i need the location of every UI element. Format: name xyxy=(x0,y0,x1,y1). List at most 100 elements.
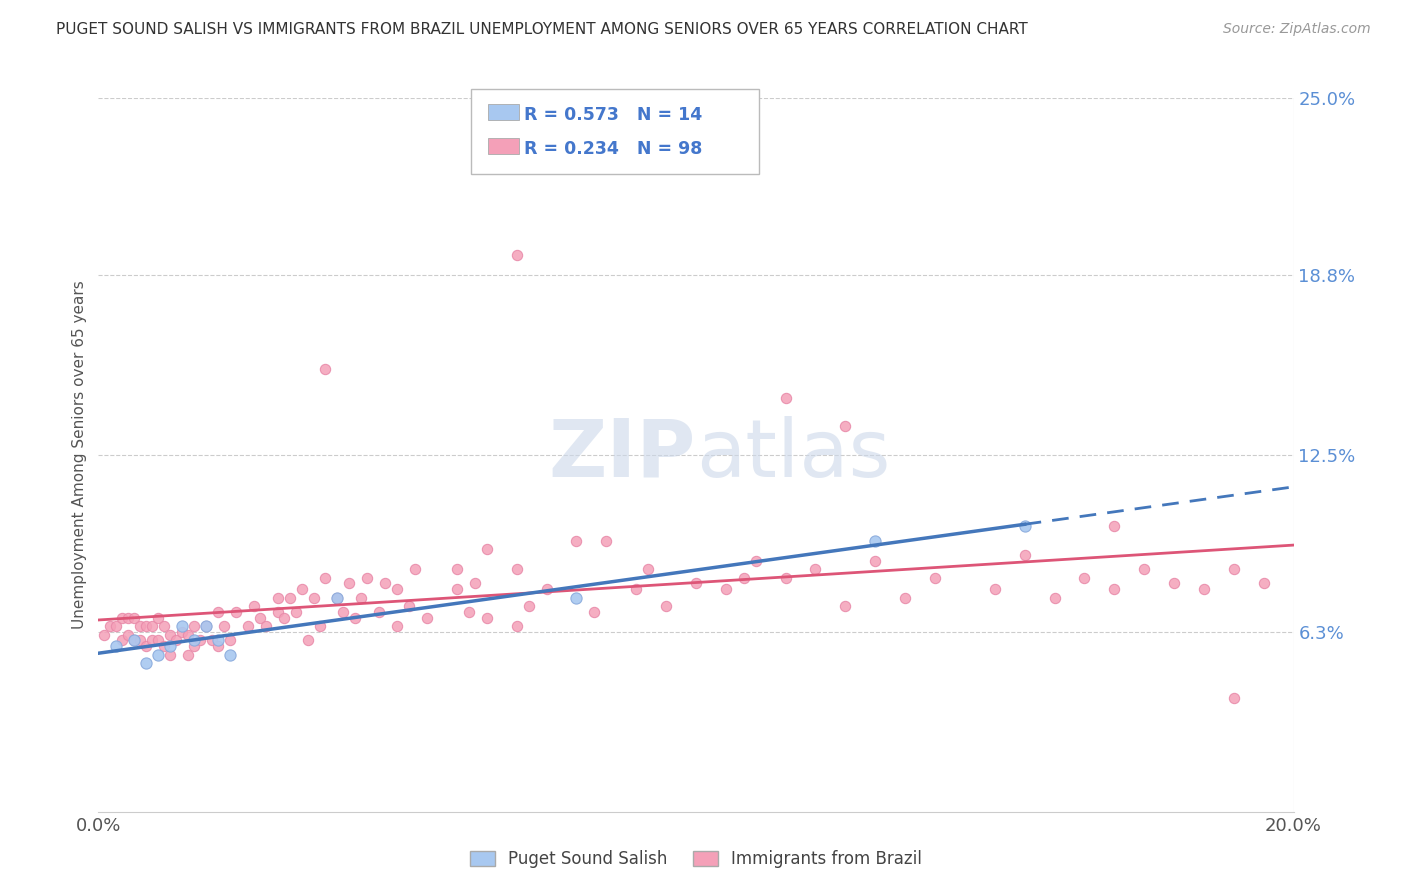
Point xyxy=(165,633,187,648)
Point xyxy=(194,619,218,633)
Point xyxy=(183,619,205,633)
Point xyxy=(983,582,1005,596)
Point xyxy=(117,610,139,624)
Point xyxy=(159,628,181,642)
Point xyxy=(506,248,529,262)
Point xyxy=(326,591,349,605)
Point xyxy=(745,553,768,567)
Point xyxy=(804,562,827,576)
Point xyxy=(302,591,325,605)
Point xyxy=(135,657,157,671)
Point xyxy=(207,633,229,648)
Point xyxy=(1163,576,1185,591)
Point xyxy=(172,619,194,633)
Point xyxy=(315,571,337,585)
Point xyxy=(356,571,378,585)
Point xyxy=(398,599,420,614)
Point xyxy=(1192,582,1215,596)
Point xyxy=(124,633,146,648)
Point xyxy=(153,639,176,653)
Point xyxy=(506,562,529,576)
Point xyxy=(148,633,170,648)
Point xyxy=(219,648,242,662)
Text: PUGET SOUND SALISH VS IMMIGRANTS FROM BRAZIL UNEMPLOYMENT AMONG SENIORS OVER 65 : PUGET SOUND SALISH VS IMMIGRANTS FROM BR… xyxy=(56,22,1028,37)
Point xyxy=(297,633,319,648)
Point xyxy=(894,591,917,605)
Point xyxy=(624,582,647,596)
Point xyxy=(111,610,134,624)
Point xyxy=(458,605,481,619)
Y-axis label: Unemployment Among Seniors over 65 years: Unemployment Among Seniors over 65 years xyxy=(72,281,87,629)
Point xyxy=(194,619,218,633)
Point xyxy=(177,648,200,662)
Point xyxy=(135,619,157,633)
Point xyxy=(249,610,271,624)
Legend: Puget Sound Salish, Immigrants from Brazil: Puget Sound Salish, Immigrants from Braz… xyxy=(464,844,928,875)
Point xyxy=(834,419,856,434)
Point xyxy=(159,648,181,662)
Point xyxy=(207,639,229,653)
Point xyxy=(714,582,737,596)
Point xyxy=(308,619,330,633)
Text: Source: ZipAtlas.com: Source: ZipAtlas.com xyxy=(1223,22,1371,37)
Point xyxy=(243,599,266,614)
Point xyxy=(536,582,558,596)
Point xyxy=(159,639,181,653)
Point xyxy=(219,633,242,648)
Point xyxy=(148,610,170,624)
Point xyxy=(404,562,426,576)
Point xyxy=(1104,582,1126,596)
Point xyxy=(278,591,301,605)
Point xyxy=(464,576,486,591)
Text: atlas: atlas xyxy=(696,416,890,494)
Point xyxy=(326,591,349,605)
Point xyxy=(685,576,707,591)
Point xyxy=(475,610,498,624)
Point xyxy=(284,605,307,619)
Point xyxy=(1073,571,1095,585)
Point xyxy=(1043,591,1066,605)
Point xyxy=(1133,562,1156,576)
Point xyxy=(141,619,163,633)
Point xyxy=(183,633,205,648)
Point xyxy=(135,639,157,653)
Point xyxy=(254,619,277,633)
Point xyxy=(141,633,163,648)
Point xyxy=(273,610,295,624)
Point xyxy=(924,571,946,585)
Point xyxy=(775,391,797,405)
Point xyxy=(655,599,678,614)
Point xyxy=(188,633,211,648)
Point xyxy=(117,628,139,642)
Point xyxy=(207,605,229,619)
Point xyxy=(446,562,468,576)
Point xyxy=(212,619,235,633)
Point xyxy=(865,553,887,567)
Point xyxy=(865,533,887,548)
Point xyxy=(565,533,588,548)
Point xyxy=(368,605,391,619)
Point xyxy=(733,571,755,585)
Point xyxy=(290,582,312,596)
Point xyxy=(475,542,498,557)
Point xyxy=(595,533,617,548)
Point xyxy=(1223,562,1246,576)
Text: R = 0.234   N = 98: R = 0.234 N = 98 xyxy=(524,140,703,158)
Point xyxy=(583,605,606,619)
Point xyxy=(350,591,373,605)
Point xyxy=(315,362,337,376)
Point xyxy=(332,605,354,619)
Point xyxy=(339,576,360,591)
Point xyxy=(124,610,146,624)
Point xyxy=(374,576,396,591)
Point xyxy=(177,628,200,642)
Point xyxy=(1014,519,1036,533)
Point xyxy=(105,639,128,653)
Point xyxy=(344,610,367,624)
Point xyxy=(385,582,409,596)
Point xyxy=(385,619,409,633)
Point xyxy=(1014,548,1036,562)
Point xyxy=(148,648,170,662)
Text: ZIP: ZIP xyxy=(548,416,696,494)
Point xyxy=(775,571,797,585)
